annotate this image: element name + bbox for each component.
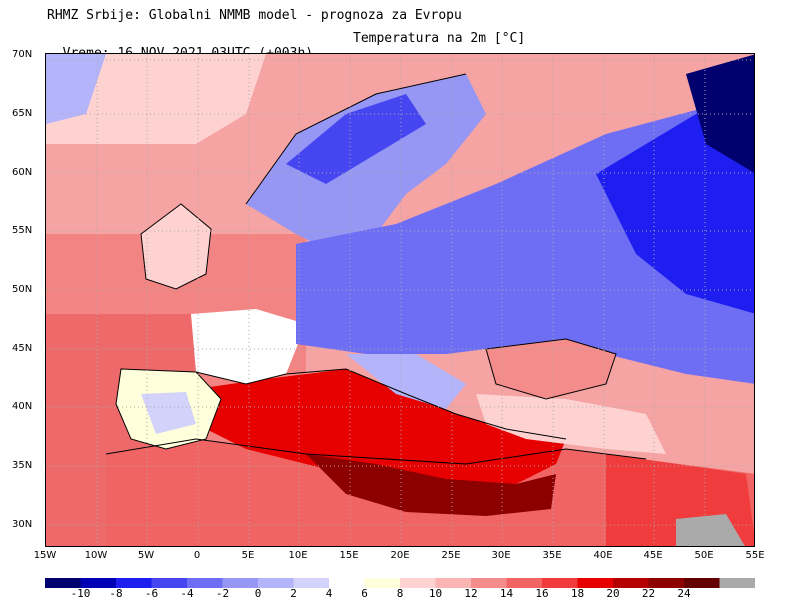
coastline-iberia bbox=[115, 368, 222, 450]
russia-coldest bbox=[686, 54, 754, 173]
lat-label: 30N bbox=[12, 519, 33, 530]
lat-label: 45N bbox=[12, 343, 33, 354]
lon-label: 45E bbox=[643, 550, 663, 561]
russia-cold bbox=[596, 94, 754, 314]
colorbar-swatch bbox=[187, 578, 223, 588]
colorbar-swatch bbox=[364, 578, 401, 588]
lon-label: 10W bbox=[84, 550, 108, 561]
colorbar-label: -10 bbox=[70, 587, 91, 600]
colorbar-swatch bbox=[80, 578, 117, 588]
colorbar-label: 22 bbox=[641, 587, 656, 600]
colorbar-label: 0 bbox=[254, 587, 262, 600]
coastline-africa bbox=[105, 438, 647, 465]
colorbar bbox=[45, 578, 755, 588]
lat-label: 55N bbox=[12, 225, 33, 236]
colorbar-label: -6 bbox=[144, 587, 159, 600]
lat-label: 35N bbox=[12, 460, 33, 471]
lon-label: 35E bbox=[542, 550, 562, 561]
colorbar-swatch bbox=[45, 578, 81, 588]
mediterranean-sea bbox=[196, 369, 566, 499]
lon-label: 55E bbox=[745, 550, 765, 561]
colorbar-swatch bbox=[258, 578, 294, 588]
colorbar-swatch bbox=[151, 578, 188, 588]
temperature-map bbox=[45, 53, 755, 547]
persian-gulf-gray bbox=[676, 514, 745, 546]
coastline-med-north bbox=[195, 368, 567, 440]
coastline-black-sea bbox=[485, 338, 617, 400]
colorbar-label: 2 bbox=[290, 587, 297, 600]
coastlines bbox=[105, 73, 647, 465]
variable-label: Temperatura na 2m [°C] bbox=[353, 31, 526, 46]
colorbar-swatch bbox=[648, 578, 685, 588]
colorbar-label: 16 bbox=[535, 587, 549, 600]
lat-label: 50N bbox=[12, 284, 33, 295]
colorbar-label: -2 bbox=[215, 587, 230, 600]
colorbar-swatch bbox=[435, 578, 472, 588]
colorbar-swatch bbox=[116, 578, 152, 588]
lat-label: 40N bbox=[12, 401, 33, 412]
lon-label: 10E bbox=[288, 550, 308, 561]
lat-label: 70N bbox=[12, 49, 33, 60]
coastline-norway bbox=[245, 73, 467, 205]
lat-label: 65N bbox=[12, 108, 33, 119]
colorbar-label: 8 bbox=[396, 587, 404, 600]
black-sea bbox=[486, 339, 616, 399]
colorbar-swatch bbox=[577, 578, 614, 588]
colorbar-swatches bbox=[45, 578, 755, 588]
norway-cold bbox=[286, 94, 426, 184]
lon-label: 0 bbox=[193, 550, 201, 561]
colorbar-swatch bbox=[506, 578, 543, 588]
colorbar-label: 12 bbox=[464, 587, 478, 600]
temperature-field bbox=[46, 54, 754, 546]
norwegian-sea bbox=[46, 54, 266, 144]
colorbar-swatch bbox=[471, 578, 507, 588]
colorbar-label: 10 bbox=[428, 587, 443, 600]
lon-label: 25E bbox=[441, 550, 461, 561]
colorbar-swatch bbox=[684, 578, 720, 588]
colorbar-label: 4 bbox=[325, 587, 333, 600]
iberia-cold bbox=[141, 392, 196, 434]
colorbar-label: 24 bbox=[677, 587, 691, 600]
scandinavia bbox=[246, 74, 486, 254]
colorbar-label: 14 bbox=[499, 587, 514, 600]
lon-label: 50E bbox=[694, 550, 714, 561]
lon-label: 15E bbox=[339, 550, 359, 561]
turkey bbox=[476, 394, 666, 454]
colorbar-label: 6 bbox=[361, 587, 368, 600]
libya-egypt-hot bbox=[306, 454, 556, 516]
lon-label: 30E bbox=[491, 550, 511, 561]
colorbar-label: 18 bbox=[570, 587, 585, 600]
coastline-britain bbox=[140, 203, 212, 290]
british-isles bbox=[141, 204, 211, 289]
lon-label: 5E bbox=[241, 550, 255, 561]
map-title: RHMZ Srbije: Globalni NMMB model - progn… bbox=[47, 8, 462, 23]
colorbar-swatch bbox=[542, 578, 578, 588]
colorbar-label: -8 bbox=[109, 587, 123, 600]
colorbar-swatch bbox=[613, 578, 649, 588]
north-atlantic-cold bbox=[46, 54, 106, 124]
colorbar-swatch bbox=[222, 578, 259, 588]
lon-label: 20E bbox=[390, 550, 410, 561]
lat-label: 60N bbox=[12, 167, 33, 178]
colorbar-label: 20 bbox=[606, 587, 620, 600]
lon-label: 5W bbox=[137, 550, 155, 561]
balkans bbox=[346, 354, 466, 409]
lon-label: 15W bbox=[33, 550, 57, 561]
colorbar-label: -4 bbox=[180, 587, 194, 600]
colorbar-swatch bbox=[719, 578, 755, 588]
colorbar-swatch bbox=[329, 578, 365, 588]
colorbar-swatch bbox=[400, 578, 436, 588]
colorbar-swatch bbox=[293, 578, 330, 588]
lon-label: 40E bbox=[593, 550, 613, 561]
